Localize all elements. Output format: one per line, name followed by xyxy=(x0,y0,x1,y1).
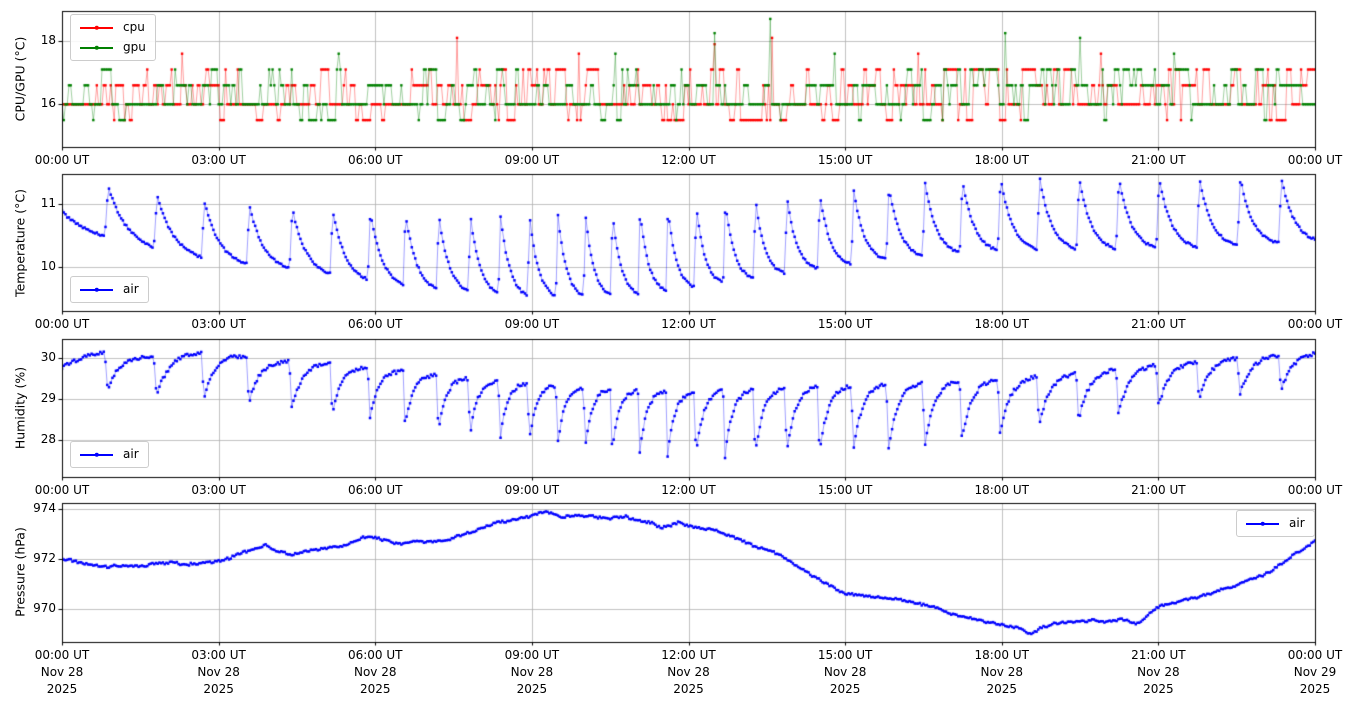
legend-label-air: air xyxy=(123,282,139,296)
x-tick-year: 2025 xyxy=(829,682,861,696)
y-tick-label: 11 xyxy=(40,195,56,210)
x-tick-year: 2025 xyxy=(359,682,391,696)
y-tick-label: 10 xyxy=(40,258,56,273)
x-tick-label: 09:00 UT xyxy=(504,153,560,167)
x-tick-label: 15:00 UT xyxy=(817,317,873,331)
cpu-line-sample-icon xyxy=(80,25,113,30)
legend-pressure: air xyxy=(1236,510,1315,537)
x-tick-label: 12:00 UT xyxy=(661,153,716,167)
x-tick-date: Nov 28 xyxy=(197,665,240,679)
x-tick-label: 12:00 UT xyxy=(661,317,716,331)
x-tick-label: 09:00 UT xyxy=(504,483,560,497)
y-tick-label: 16 xyxy=(40,96,56,111)
x-tick-label: 00:00 UT xyxy=(1287,648,1343,662)
legend-entry-cpu: cpu xyxy=(80,20,146,35)
y-tick-label: 18 xyxy=(40,33,56,48)
legend-label-gpu: gpu xyxy=(123,40,146,54)
x-tick-label: 00:00 UT xyxy=(34,153,90,167)
x-tick-label: 21:00 UT xyxy=(1131,153,1186,167)
x-tick-label: 06:00 UT xyxy=(347,648,403,662)
x-tick-label: 15:00 UT xyxy=(817,483,873,497)
x-tick-date: Nov 28 xyxy=(980,665,1023,679)
legend-entry-air: air xyxy=(80,282,139,297)
x-tick-label: 06:00 UT xyxy=(347,153,403,167)
x-tick-label: 12:00 UT xyxy=(661,483,716,497)
legend-humidity: air xyxy=(70,441,149,468)
x-tick-label: 00:00 UT xyxy=(1287,317,1343,331)
x-tick-date: Nov 28 xyxy=(40,665,84,679)
y-tick-label: 972 xyxy=(33,551,56,566)
x-tick-label: 15:00 UT xyxy=(817,648,873,662)
x-tick-date: Nov 28 xyxy=(510,665,554,679)
y-tick-label: 970 xyxy=(33,601,56,616)
legend-label-cpu: cpu xyxy=(123,20,145,34)
y-tick-label: 29 xyxy=(40,390,56,405)
y-tick-label: 30 xyxy=(40,349,56,364)
legend-label-air: air xyxy=(1289,516,1305,530)
y-tick-label: 28 xyxy=(40,431,56,446)
x-tick-label: 09:00 UT xyxy=(504,648,560,662)
x-tick-label: 03:00 UT xyxy=(191,648,246,662)
x-tick-label: 00:00 UT xyxy=(1287,153,1343,167)
x-tick-label: 21:00 UT xyxy=(1131,483,1186,497)
legend-label-air: air xyxy=(123,447,139,461)
x-tick-year: 2025 xyxy=(673,682,704,696)
x-tick-date: Nov 28 xyxy=(353,665,397,679)
x-tick-label: 18:00 UT xyxy=(974,483,1029,497)
air-line-sample-icon xyxy=(80,287,113,292)
x-tick-label: 21:00 UT xyxy=(1131,648,1186,662)
x-tick-year: 2025 xyxy=(986,682,1018,696)
x-tick-label: 12:00 UT xyxy=(661,648,716,662)
x-tick-year: 2025 xyxy=(516,682,548,696)
air-line-sample-icon xyxy=(80,452,113,457)
x-tick-year: 2025 xyxy=(1299,682,1331,696)
x-tick-date: Nov 28 xyxy=(823,665,867,679)
y-tick-label: 974 xyxy=(33,501,56,516)
x-tick-label: 00:00 UT xyxy=(34,483,90,497)
x-tick-label: 18:00 UT xyxy=(974,317,1029,331)
air-line-sample-icon xyxy=(1246,521,1279,526)
legend-entry-gpu: gpu xyxy=(80,40,146,55)
x-tick-label: 06:00 UT xyxy=(347,483,403,497)
legend-entry-air: air xyxy=(80,447,139,462)
x-tick-year: 2025 xyxy=(46,682,78,696)
x-tick-label: 03:00 UT xyxy=(191,483,246,497)
x-tick-label: 21:00 UT xyxy=(1131,317,1186,331)
x-tick-date: Nov 29 xyxy=(1293,665,1337,679)
gpu-line-sample-icon xyxy=(80,45,113,50)
x-tick-year: 2025 xyxy=(203,682,234,696)
x-tick-label: 18:00 UT xyxy=(974,648,1029,662)
x-tick-label: 09:00 UT xyxy=(504,317,560,331)
legend-cpu-gpu: cpu gpu xyxy=(70,14,156,61)
x-tick-label: 00:00 UT xyxy=(1287,483,1343,497)
legend-temperature: air xyxy=(70,276,149,303)
x-tick-year: 2025 xyxy=(1143,682,1174,696)
x-tick-label: 00:00 UT xyxy=(34,648,90,662)
legend-entry-air: air xyxy=(1246,516,1305,531)
x-tick-label: 06:00 UT xyxy=(347,317,403,331)
x-tick-label: 03:00 UT xyxy=(191,153,246,167)
x-tick-label: 15:00 UT xyxy=(817,153,873,167)
x-tick-label: 03:00 UT xyxy=(191,317,246,331)
x-tick-date: Nov 28 xyxy=(667,665,710,679)
x-tick-date: Nov 28 xyxy=(1137,665,1180,679)
x-tick-label: 18:00 UT xyxy=(974,153,1029,167)
x-tick-label: 00:00 UT xyxy=(34,317,90,331)
